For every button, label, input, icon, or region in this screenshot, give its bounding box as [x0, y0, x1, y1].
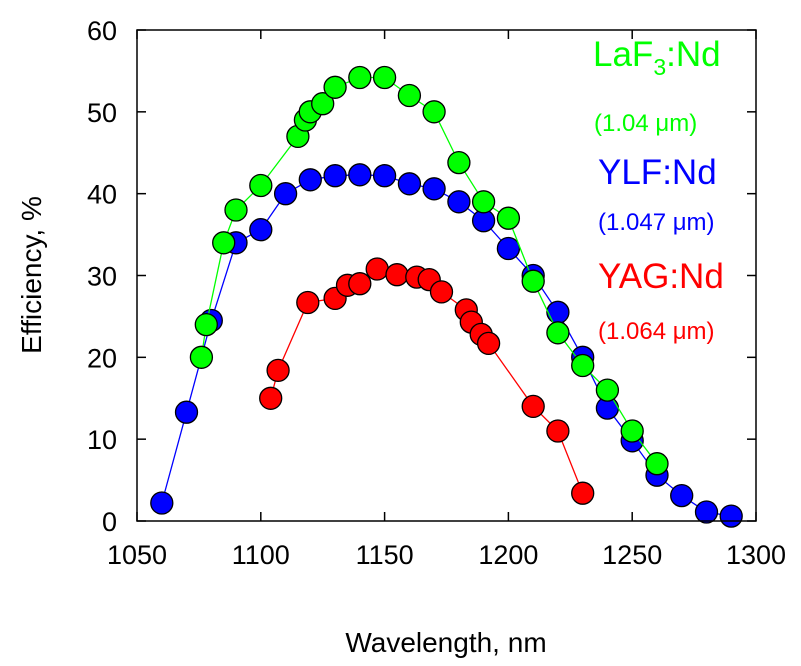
data-point-ylf-nd — [174, 400, 199, 424]
y-tick-label: 20 — [87, 343, 117, 373]
series-layer — [150, 65, 743, 528]
data-point-laf3-nd — [323, 75, 347, 99]
data-point-ylf-nd — [670, 483, 694, 508]
y-tick-label: 40 — [87, 180, 117, 210]
data-point-yag-nd — [546, 419, 570, 443]
legend-laf3-label: LaF3:Nd — [593, 35, 721, 80]
data-point-laf3-nd — [397, 83, 422, 108]
legend-laf3-suffix: :Nd — [666, 35, 720, 74]
data-point-ylf-nd — [422, 177, 446, 201]
data-point-laf3-nd — [521, 269, 545, 293]
data-point-ylf-nd — [496, 236, 521, 261]
x-tick-label: 1250 — [602, 540, 662, 570]
data-point-ylf-nd — [249, 218, 273, 242]
data-point-ylf-nd — [719, 504, 743, 528]
data-point-laf3-nd — [372, 65, 397, 90]
data-point-laf3-nd — [620, 419, 644, 443]
ticks-layer: 1050 1100 1150 1200 1250 1300 0 10 20 30 40 50 60 — [87, 16, 786, 570]
data-point-yag-nd — [348, 272, 372, 296]
y-tick-label: 50 — [87, 98, 117, 128]
data-point-laf3-nd — [496, 206, 521, 230]
data-point-yag-nd — [571, 481, 595, 505]
data-point-yag-nd — [476, 331, 501, 356]
data-point-ylf-nd — [273, 182, 298, 206]
x-tick-label: 1300 — [726, 540, 786, 570]
y-tick-label: 30 — [87, 262, 117, 292]
y-tick-label: 0 — [102, 507, 117, 537]
x-tick-label: 1100 — [232, 540, 290, 570]
data-point-ylf-nd — [694, 500, 719, 524]
data-point-ylf-nd — [298, 168, 322, 192]
x-tick-label: 1200 — [478, 540, 538, 570]
x-axis-title: Wavelength, nm — [345, 627, 546, 658]
legend-laf3-subscript: 3 — [653, 54, 666, 80]
legend-yag-wavelength: (1.064 μm) — [598, 318, 715, 345]
data-point-laf3-nd — [311, 92, 335, 116]
legend-laf3-text: LaF — [593, 35, 653, 74]
data-point-laf3-nd — [348, 65, 372, 90]
data-point-yag-nd — [296, 290, 320, 315]
data-point-laf3-nd — [595, 378, 620, 402]
data-point-ylf-nd — [348, 163, 372, 187]
data-point-ylf-nd — [150, 491, 174, 515]
y-axis-title: Efficiency, % — [16, 196, 47, 354]
data-point-laf3-nd — [447, 150, 471, 175]
data-point-laf3-nd — [546, 321, 570, 345]
x-tick-label: 1150 — [356, 540, 414, 570]
x-tick-label: 1050 — [107, 540, 167, 570]
data-point-laf3-nd — [224, 198, 248, 222]
data-point-ylf-nd — [397, 172, 422, 196]
legend-ylf-wavelength: (1.047 μm) — [598, 209, 715, 236]
series-laf3-nd — [189, 65, 669, 476]
data-point-laf3-nd — [249, 173, 273, 198]
data-point-laf3-nd — [571, 353, 595, 378]
data-point-laf3-nd — [422, 100, 446, 124]
data-point-yag-nd — [521, 394, 545, 419]
data-point-ylf-nd — [323, 164, 347, 188]
y-tick-label: 60 — [87, 16, 117, 46]
data-point-laf3-nd — [194, 312, 218, 337]
data-point-laf3-nd — [471, 190, 496, 214]
data-point-yag-nd — [385, 263, 409, 287]
data-point-laf3-nd — [189, 345, 214, 369]
data-point-yag-nd — [266, 358, 290, 383]
legend-yag-label: YAG:Nd — [598, 257, 724, 296]
data-point-laf3-nd — [645, 452, 669, 476]
legend-laf3-wavelength: (1.04 μm) — [594, 110, 697, 137]
data-point-ylf-nd — [447, 190, 471, 214]
data-point-ylf-nd — [372, 164, 397, 188]
data-point-laf3-nd — [212, 231, 236, 255]
legend-ylf-label: YLF:Nd — [598, 153, 717, 192]
series-yag-nd — [259, 257, 595, 505]
data-point-ylf-nd — [546, 300, 570, 324]
data-point-yag-nd — [429, 280, 454, 304]
y-tick-label: 10 — [87, 425, 117, 455]
data-point-yag-nd — [365, 257, 389, 281]
data-point-yag-nd — [259, 386, 283, 410]
